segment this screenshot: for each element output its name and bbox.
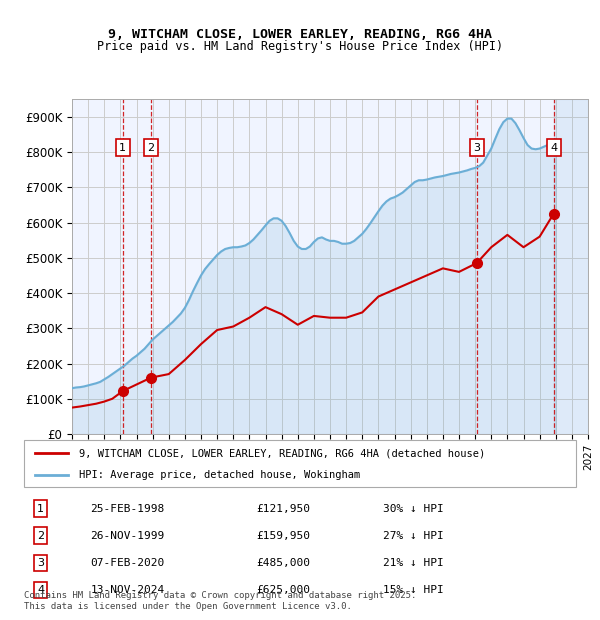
Text: 15% ↓ HPI: 15% ↓ HPI [383, 585, 443, 595]
Text: 30% ↓ HPI: 30% ↓ HPI [383, 503, 443, 513]
Text: Contains HM Land Registry data © Crown copyright and database right 2025.
This d: Contains HM Land Registry data © Crown c… [24, 591, 416, 611]
Text: 13-NOV-2024: 13-NOV-2024 [90, 585, 164, 595]
Text: HPI: Average price, detached house, Wokingham: HPI: Average price, detached house, Woki… [79, 470, 361, 480]
Bar [554, 99, 588, 434]
Text: £625,000: £625,000 [256, 585, 310, 595]
Text: £485,000: £485,000 [256, 558, 310, 568]
FancyBboxPatch shape [24, 440, 576, 487]
Text: £159,950: £159,950 [256, 531, 310, 541]
Text: 2: 2 [37, 531, 44, 541]
Text: 3: 3 [37, 558, 44, 568]
Text: 9, WITCHAM CLOSE, LOWER EARLEY, READING, RG6 4HA: 9, WITCHAM CLOSE, LOWER EARLEY, READING,… [108, 28, 492, 41]
Text: £121,950: £121,950 [256, 503, 310, 513]
Text: 21% ↓ HPI: 21% ↓ HPI [383, 558, 443, 568]
Text: 25-FEB-1998: 25-FEB-1998 [90, 503, 164, 513]
Text: 26-NOV-1999: 26-NOV-1999 [90, 531, 164, 541]
Text: 4: 4 [550, 143, 557, 153]
Text: 07-FEB-2020: 07-FEB-2020 [90, 558, 164, 568]
Text: 4: 4 [37, 585, 44, 595]
Text: 27% ↓ HPI: 27% ↓ HPI [383, 531, 443, 541]
Text: 1: 1 [119, 143, 126, 153]
Text: 3: 3 [473, 143, 480, 153]
Text: 1: 1 [37, 503, 44, 513]
Text: 2: 2 [148, 143, 155, 153]
Text: 9, WITCHAM CLOSE, LOWER EARLEY, READING, RG6 4HA (detached house): 9, WITCHAM CLOSE, LOWER EARLEY, READING,… [79, 448, 485, 458]
Text: Price paid vs. HM Land Registry's House Price Index (HPI): Price paid vs. HM Land Registry's House … [97, 40, 503, 53]
